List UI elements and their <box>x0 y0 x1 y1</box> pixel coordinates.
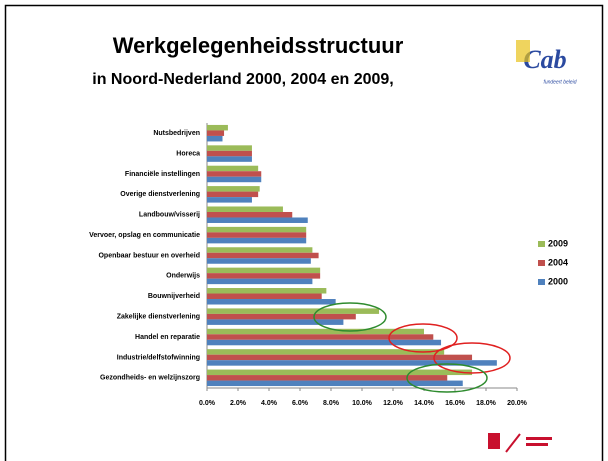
bar <box>207 369 473 376</box>
bar <box>207 313 356 320</box>
x-tick-label: 8.0% <box>323 400 340 407</box>
legend-label: 2009 <box>548 238 568 248</box>
bar <box>207 258 311 264</box>
x-tick-label: 10.0% <box>352 400 373 407</box>
bar <box>207 375 448 381</box>
bar <box>207 171 262 177</box>
bar <box>207 319 344 325</box>
highlight <box>313 302 387 332</box>
bar <box>207 252 319 259</box>
logo: Cab <box>523 45 566 74</box>
bar <box>207 176 262 183</box>
x-tick-label: 20.0% <box>507 400 528 407</box>
category-label: Onderwijs <box>166 273 200 280</box>
bar <box>207 237 307 244</box>
x-tick-label: 18.0% <box>476 400 497 407</box>
bar <box>207 328 424 335</box>
bottom-logo <box>488 433 552 453</box>
x-tick-label: 14.0% <box>414 400 435 407</box>
category-label: Bouwnijverheid <box>148 293 200 300</box>
x-tick-label: 12.0% <box>383 400 404 407</box>
highlight <box>406 363 488 393</box>
x-tick-label: 2.0% <box>230 400 247 407</box>
bar <box>207 135 223 142</box>
bar <box>207 278 313 285</box>
bar <box>207 186 260 192</box>
x-tick-label: 6.0% <box>292 400 309 407</box>
category-label: Gezondheids- en welzijnszorg <box>100 375 200 382</box>
category-label: Overige dienstverlening <box>120 191 200 198</box>
bar <box>207 206 283 212</box>
bar <box>207 124 228 131</box>
category-label: Landbouw/visserij <box>139 212 200 219</box>
highlight <box>388 323 458 353</box>
bar <box>207 156 252 162</box>
legend-swatch <box>538 241 545 247</box>
bar <box>207 226 307 233</box>
category-label: Openbaar bestuur en overheid <box>98 252 200 259</box>
category-label: Horeca <box>176 150 200 157</box>
legend-label: 2000 <box>548 276 568 286</box>
bar <box>207 380 463 387</box>
logo-tagline: fundeert beleid <box>543 79 576 85</box>
bar <box>207 130 225 136</box>
bar <box>207 267 321 274</box>
bar <box>207 360 497 366</box>
category-label: Zakelijke dienstverlening <box>117 313 200 320</box>
legend-swatch <box>538 260 545 266</box>
bar <box>207 293 322 300</box>
bar <box>207 211 293 218</box>
bar <box>207 232 307 238</box>
logo-accent <box>516 40 530 62</box>
bar <box>207 197 252 203</box>
x-tick-label: 4.0% <box>261 400 278 407</box>
bar <box>207 165 259 172</box>
bar <box>207 334 434 340</box>
title: Werkgelegenheidsstructuur <box>113 33 404 58</box>
bar <box>207 339 442 346</box>
category-label: Nutsbedrijven <box>153 130 200 137</box>
x-tick-label: 16.0% <box>445 400 466 407</box>
bar <box>207 349 445 355</box>
bar <box>207 273 321 279</box>
bar <box>207 217 308 223</box>
bar <box>207 354 473 361</box>
bar <box>207 150 252 157</box>
legend-swatch <box>538 279 545 285</box>
bar <box>207 288 327 294</box>
category-label: Handel en reparatie <box>135 334 200 341</box>
x-tick-label: 0.0% <box>199 400 216 407</box>
highlight <box>433 342 511 374</box>
legend-label: 2004 <box>548 257 568 267</box>
bar <box>207 299 336 305</box>
bar <box>207 145 252 151</box>
category-label: Vervoer, opslag en communicatie <box>89 232 200 239</box>
subtitle: in Noord-Nederland 2000, 2004 en 2009, <box>92 71 393 88</box>
category-label: Financiële instellingen <box>125 171 200 178</box>
category-label: Industrie/delfstofwinning <box>117 354 200 361</box>
bar <box>207 191 259 198</box>
bar <box>207 308 380 314</box>
bar <box>207 247 313 253</box>
